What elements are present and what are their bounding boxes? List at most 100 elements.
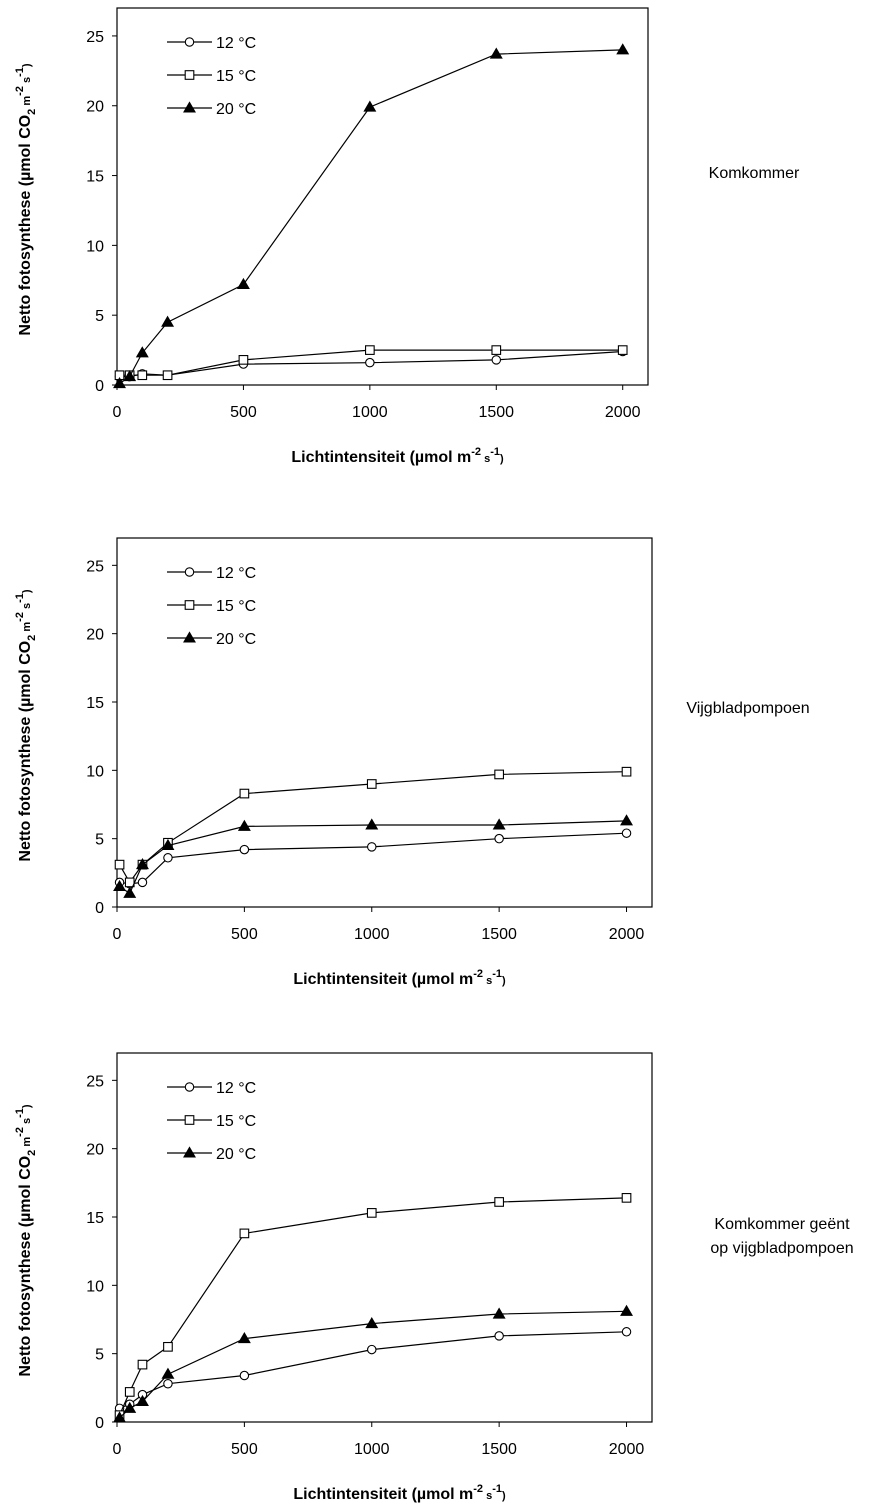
side-label: Vijgbladpompoen <box>686 700 809 717</box>
data-point <box>621 1193 632 1203</box>
y-axis-title: Netto fotosynthese (µmol CO2 m-2 s-1) <box>14 63 38 336</box>
data-point <box>137 877 148 888</box>
y-tick-label: 25 <box>86 29 104 46</box>
data-point <box>161 1367 175 1379</box>
data-point <box>163 853 173 863</box>
legend-label: 12 °C <box>216 1080 256 1097</box>
data-point <box>620 814 633 826</box>
legend-marker <box>183 101 196 113</box>
legend: 12 °C 15 °C 20 °C <box>167 35 256 118</box>
data-point <box>616 43 630 55</box>
series-line <box>119 820 627 895</box>
y-axis-title: Netto fotosynthese (µmol CO2 m-2 s-1) <box>14 1104 38 1377</box>
data-point <box>621 1327 632 1337</box>
x-tick-label: 2000 <box>609 926 645 943</box>
data-point <box>492 818 506 830</box>
data-point <box>113 1411 127 1423</box>
data-point <box>365 345 375 355</box>
data-point <box>137 1359 148 1370</box>
data-point <box>494 1331 504 1341</box>
x-tick-label: 500 <box>230 404 257 421</box>
data-point <box>492 1307 506 1319</box>
series-line <box>119 832 627 885</box>
x-tick-label: 2000 <box>605 404 641 421</box>
x-tick-label: 1000 <box>354 926 390 943</box>
x-tick-label: 1500 <box>481 926 517 943</box>
series-circle <box>114 828 632 889</box>
data-point <box>365 818 379 830</box>
y-tick-label: 15 <box>86 695 104 712</box>
data-point <box>366 779 377 789</box>
series-square <box>114 1193 632 1421</box>
plot-frame <box>116 537 653 908</box>
data-point <box>365 357 375 368</box>
y-tick-label: 15 <box>86 169 104 186</box>
legend-label: 20 °C <box>216 631 256 648</box>
x-tick-label: 1000 <box>354 1441 390 1458</box>
data-point <box>366 1208 377 1218</box>
legend-marker <box>183 1146 196 1158</box>
data-point <box>365 1317 379 1329</box>
y-tick-label: 20 <box>86 99 104 116</box>
legend-label: 12 °C <box>216 565 256 582</box>
data-point <box>238 355 249 365</box>
data-point <box>491 345 502 355</box>
data-point <box>163 1341 173 1352</box>
legend-marker <box>184 70 195 80</box>
x-axis-title: Lichtintensiteit (µmol m-2 s-1) <box>293 1483 506 1503</box>
legend-marker <box>184 600 195 610</box>
data-point <box>114 859 125 870</box>
y-tick-label: 25 <box>86 558 104 575</box>
x-tick-label: 1500 <box>478 404 514 421</box>
data-point <box>491 355 502 365</box>
legend-label: 12 °C <box>216 35 256 52</box>
data-point <box>621 828 632 838</box>
chart-panel-2: 0 5 10 15 20 25 0 500 1000 1500 2000 Lichtintensite… <box>14 537 810 988</box>
x-axis-title: Lichtintensiteit (µmol m-2 s-1) <box>293 968 506 988</box>
legend-marker <box>184 1115 195 1125</box>
side-label: Komkommer <box>709 165 800 182</box>
data-point <box>494 833 504 844</box>
y-tick-label: 0 <box>95 900 104 917</box>
chart-panel-3: 0 5 10 15 20 25 0 500 1000 1500 2000 Lichtintensite… <box>14 1052 854 1503</box>
series-triangle <box>113 1304 633 1423</box>
data-point <box>494 1197 504 1207</box>
series-triangle <box>113 814 633 898</box>
y-tick-label: 5 <box>95 308 104 325</box>
y-tick-label: 20 <box>86 627 104 644</box>
data-point <box>161 315 175 327</box>
data-point <box>236 277 250 289</box>
series-triangle <box>113 43 630 389</box>
data-point <box>123 1401 137 1413</box>
x-tick-label: 1500 <box>481 1441 517 1458</box>
data-point <box>494 769 504 780</box>
y-tick-label: 5 <box>95 832 104 849</box>
y-tick-label: 0 <box>95 378 104 395</box>
x-tick-label: 500 <box>231 1441 258 1458</box>
y-tick-label: 5 <box>95 1347 104 1364</box>
legend-label: 15 °C <box>216 68 256 85</box>
series-line <box>119 49 623 385</box>
data-point <box>489 47 503 59</box>
data-point <box>239 1228 250 1239</box>
legend: 12 °C 15 °C 20 °C <box>167 565 256 648</box>
data-point <box>617 345 628 355</box>
data-point <box>137 370 148 381</box>
chart-panel-1: 0 5 10 15 20 25 0 500 1000 1500 2000 Lichtintensite… <box>14 7 800 466</box>
legend-marker <box>184 1082 195 1092</box>
data-point <box>621 766 632 777</box>
legend-marker <box>184 37 195 47</box>
y-axis-title: Netto fotosynthese (µmol CO2 m-2 s-1) <box>14 589 38 862</box>
plot-frame <box>116 7 649 386</box>
legend-label: 15 °C <box>216 1113 256 1130</box>
side-label: op vijgbladpompoen <box>710 1240 853 1257</box>
data-point <box>136 858 149 870</box>
data-point <box>113 377 126 389</box>
data-point <box>367 842 377 852</box>
data-point <box>124 1387 135 1397</box>
x-tick-label: 1000 <box>352 404 388 421</box>
series-circle <box>114 1327 632 1414</box>
data-point <box>239 1370 250 1381</box>
data-point <box>367 1344 377 1355</box>
